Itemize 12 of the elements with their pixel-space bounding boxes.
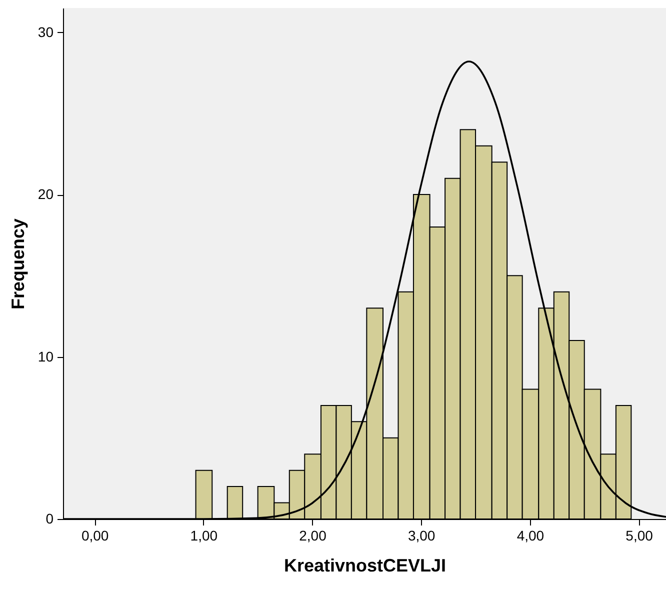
y-tick-label: 20 [38,186,54,202]
y-tick-label: 0 [46,510,54,526]
x-tick-label: 5,00 [626,528,654,544]
x-tick-label: 0,00 [81,528,109,544]
x-tick-label: 2,00 [299,528,327,544]
x-tick-label: 4,00 [516,528,544,544]
x-axis-title: KreativnostCEVLJI [284,556,446,576]
x-tick-label: 1,00 [190,528,218,544]
y-tick-label: 10 [38,348,54,364]
x-tick-label: 3,00 [408,528,436,544]
y-axis-title: Frequency [8,218,28,310]
y-tick-label: 30 [38,24,54,40]
